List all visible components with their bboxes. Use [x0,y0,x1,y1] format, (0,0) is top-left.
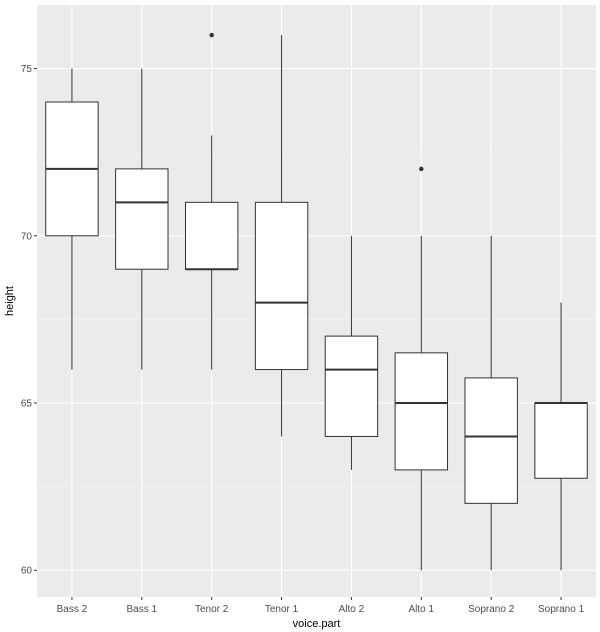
y-axis-title: height [4,286,16,316]
box-iqr [254,201,309,371]
y-tick-label: 70 [21,231,33,242]
box-iqr [115,168,169,270]
box-group [394,166,449,571]
box-group [45,68,99,370]
box-iqr [184,201,239,270]
x-axis: Bass 2 Bass 1 Tenor 2 Tenor 1 Alto 2 Alto 1 So… [57,597,585,615]
outlier-point [209,32,214,38]
x-tick-label: Tenor 2 [195,604,229,615]
y-tick-label: 60 [21,566,33,577]
y-tick-label: 75 [21,64,33,75]
x-tick-label: Alto 2 [339,604,365,615]
plot-panel [37,5,596,597]
box-group [324,235,379,470]
box-group [464,235,518,571]
x-tick-label: Bass 2 [57,604,88,615]
box-group [534,302,588,571]
box-group [254,35,309,437]
outlier-point [419,166,424,172]
box-iqr [324,335,379,437]
box-group [184,32,239,370]
box-group [115,68,169,370]
x-tick-label: Bass 1 [127,604,158,615]
x-tick-label: Soprano 2 [468,604,515,615]
y-axis: 60 65 70 75 [21,64,37,577]
x-tick-label: Soprano 1 [538,604,585,615]
box-iqr [394,352,449,471]
box-iqr [464,377,518,504]
x-tick-label: Alto 1 [409,604,435,615]
x-axis-title: voice.part [293,618,341,630]
x-tick-label: Tenor 1 [265,604,299,615]
box-iqr [534,402,588,479]
y-tick-label: 65 [21,399,33,410]
boxes-layer [45,32,588,571]
